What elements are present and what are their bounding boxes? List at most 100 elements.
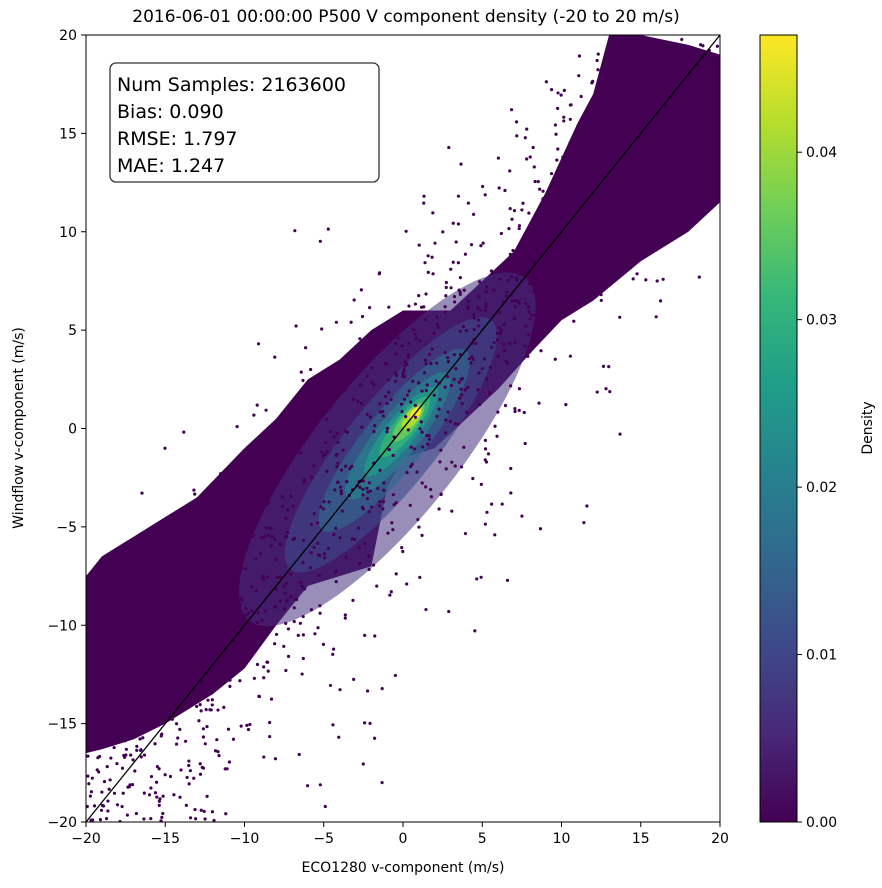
outlier-point <box>497 325 501 330</box>
outlier-point <box>521 201 525 205</box>
x-axis-ticks: −20 −15 −10 −5 0 5 10 15 20 <box>71 822 729 847</box>
outlier-point <box>638 230 642 235</box>
outlier-point <box>98 715 102 719</box>
outlier-point <box>241 470 246 474</box>
outlier-point <box>193 637 197 641</box>
outlier-point <box>298 621 302 625</box>
outlier-point <box>358 383 362 387</box>
outlier-point <box>135 744 139 748</box>
outlier-point <box>377 504 382 508</box>
outlier-point <box>265 575 270 579</box>
outlier-point <box>195 570 199 574</box>
outlier-point <box>309 550 313 555</box>
outlier-point <box>97 770 101 774</box>
outlier-point <box>453 464 457 468</box>
outlier-point <box>417 293 421 298</box>
outlier-point <box>103 692 108 697</box>
outlier-point <box>325 417 329 421</box>
outlier-point <box>250 609 254 613</box>
outlier-point <box>452 353 456 357</box>
outlier-point <box>540 240 544 244</box>
outlier-point <box>437 407 441 411</box>
outlier-point <box>283 591 287 595</box>
outlier-point <box>674 164 678 168</box>
outlier-point <box>338 536 342 540</box>
outlier-point <box>498 331 503 335</box>
outlier-point <box>588 174 593 178</box>
outlier-point <box>358 337 362 341</box>
outlier-point <box>193 605 197 609</box>
outlier-point <box>266 500 270 504</box>
outlier-point <box>247 479 251 483</box>
outlier-point <box>368 489 373 493</box>
outlier-point <box>532 313 537 317</box>
outlier-point <box>484 289 488 294</box>
outlier-point <box>233 482 238 487</box>
outlier-point <box>532 289 536 293</box>
outlier-point <box>286 530 290 535</box>
outlier-point <box>525 157 529 161</box>
outlier-point <box>118 630 122 634</box>
outlier-point <box>301 560 305 565</box>
outlier-point <box>321 454 325 458</box>
outlier-point <box>631 277 635 281</box>
outlier-point <box>702 87 706 92</box>
outlier-point <box>630 73 635 77</box>
outlier-point <box>694 177 699 181</box>
outlier-point <box>87 782 91 786</box>
outlier-point <box>414 336 418 340</box>
outlier-point <box>274 557 278 561</box>
outlier-point <box>245 536 250 541</box>
outlier-point <box>266 533 270 537</box>
outlier-point <box>203 742 207 746</box>
outlier-point <box>402 369 406 373</box>
outlier-point <box>221 626 225 630</box>
outlier-point <box>407 389 411 393</box>
outlier-point <box>680 37 684 42</box>
outlier-point <box>590 81 594 85</box>
outlier-point <box>675 66 679 70</box>
outlier-point <box>240 550 244 554</box>
outlier-point <box>478 402 482 407</box>
outlier-point <box>363 633 367 637</box>
outlier-point <box>180 618 184 622</box>
outlier-point <box>659 136 664 140</box>
outlier-point <box>447 145 451 150</box>
outlier-point <box>524 301 528 306</box>
outlier-point <box>444 285 448 290</box>
outlier-point <box>145 674 150 678</box>
outlier-point <box>120 766 125 770</box>
outlier-point <box>226 654 230 658</box>
outlier-point <box>368 721 372 726</box>
outlier-point <box>369 505 374 509</box>
stats-bias: Bias: 0.090 <box>117 101 224 123</box>
outlier-point <box>513 406 517 411</box>
outlier-point <box>340 509 345 513</box>
outlier-point <box>226 727 231 731</box>
outlier-point <box>703 130 707 134</box>
outlier-point <box>499 328 503 332</box>
outlier-point <box>595 269 599 273</box>
outlier-point <box>377 272 381 276</box>
outlier-point <box>412 447 417 451</box>
outlier-point <box>435 315 439 319</box>
outlier-point <box>622 122 627 127</box>
outlier-point <box>688 84 692 88</box>
outlier-point <box>617 247 621 251</box>
outlier-point <box>517 272 522 276</box>
outlier-point <box>102 780 107 784</box>
outlier-point <box>409 445 413 449</box>
outlier-point <box>372 736 377 740</box>
outlier-point <box>316 521 320 525</box>
outlier-point <box>478 308 483 312</box>
outlier-point <box>444 294 448 298</box>
outlier-point <box>338 485 343 489</box>
outlier-point <box>170 717 174 721</box>
outlier-point <box>108 778 112 782</box>
outlier-point <box>142 817 146 821</box>
outlier-point <box>106 799 110 803</box>
outlier-point <box>391 528 395 532</box>
outlier-point <box>554 242 558 246</box>
outlier-point <box>425 383 429 387</box>
outlier-point <box>176 603 180 607</box>
